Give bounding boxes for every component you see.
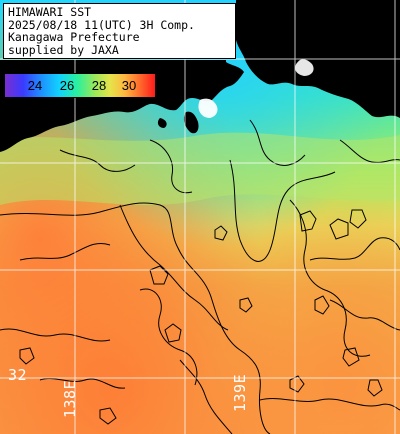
title-box: HIMAWARI SST 2025/08/18 11(UTC) 3H Comp.… bbox=[3, 3, 236, 59]
green-band bbox=[0, 132, 400, 205]
isotherm-blobs bbox=[19, 209, 383, 425]
colorbar-tick-30: 30 bbox=[121, 78, 137, 93]
isotherm-contours bbox=[0, 119, 400, 434]
title-line-1: HIMAWARI SST bbox=[8, 5, 92, 19]
title-line-4: supplied by JAXA bbox=[8, 42, 119, 57]
land-peninsula bbox=[183, 111, 199, 134]
title-line-2: 2025/08/18 11(UTC) 3H Comp. bbox=[8, 17, 195, 32]
cloud-patch-2 bbox=[295, 59, 314, 76]
cloud-patch bbox=[198, 98, 218, 118]
lat-label: 32 bbox=[8, 366, 28, 384]
lon-label-138e: 138E bbox=[61, 379, 79, 418]
colorbar-tick-26: 26 bbox=[59, 78, 75, 93]
land-mass bbox=[0, 0, 400, 152]
land-small-island bbox=[157, 118, 167, 128]
lon-label-139e: 139E bbox=[231, 373, 249, 412]
title-line-3: Kanagawa Prefecture bbox=[8, 30, 140, 44]
color-scale-bar: 24 26 28 30 bbox=[4, 73, 156, 98]
colorbar-tick-28: 28 bbox=[91, 78, 107, 93]
colorbar-tick-24: 24 bbox=[27, 78, 43, 93]
